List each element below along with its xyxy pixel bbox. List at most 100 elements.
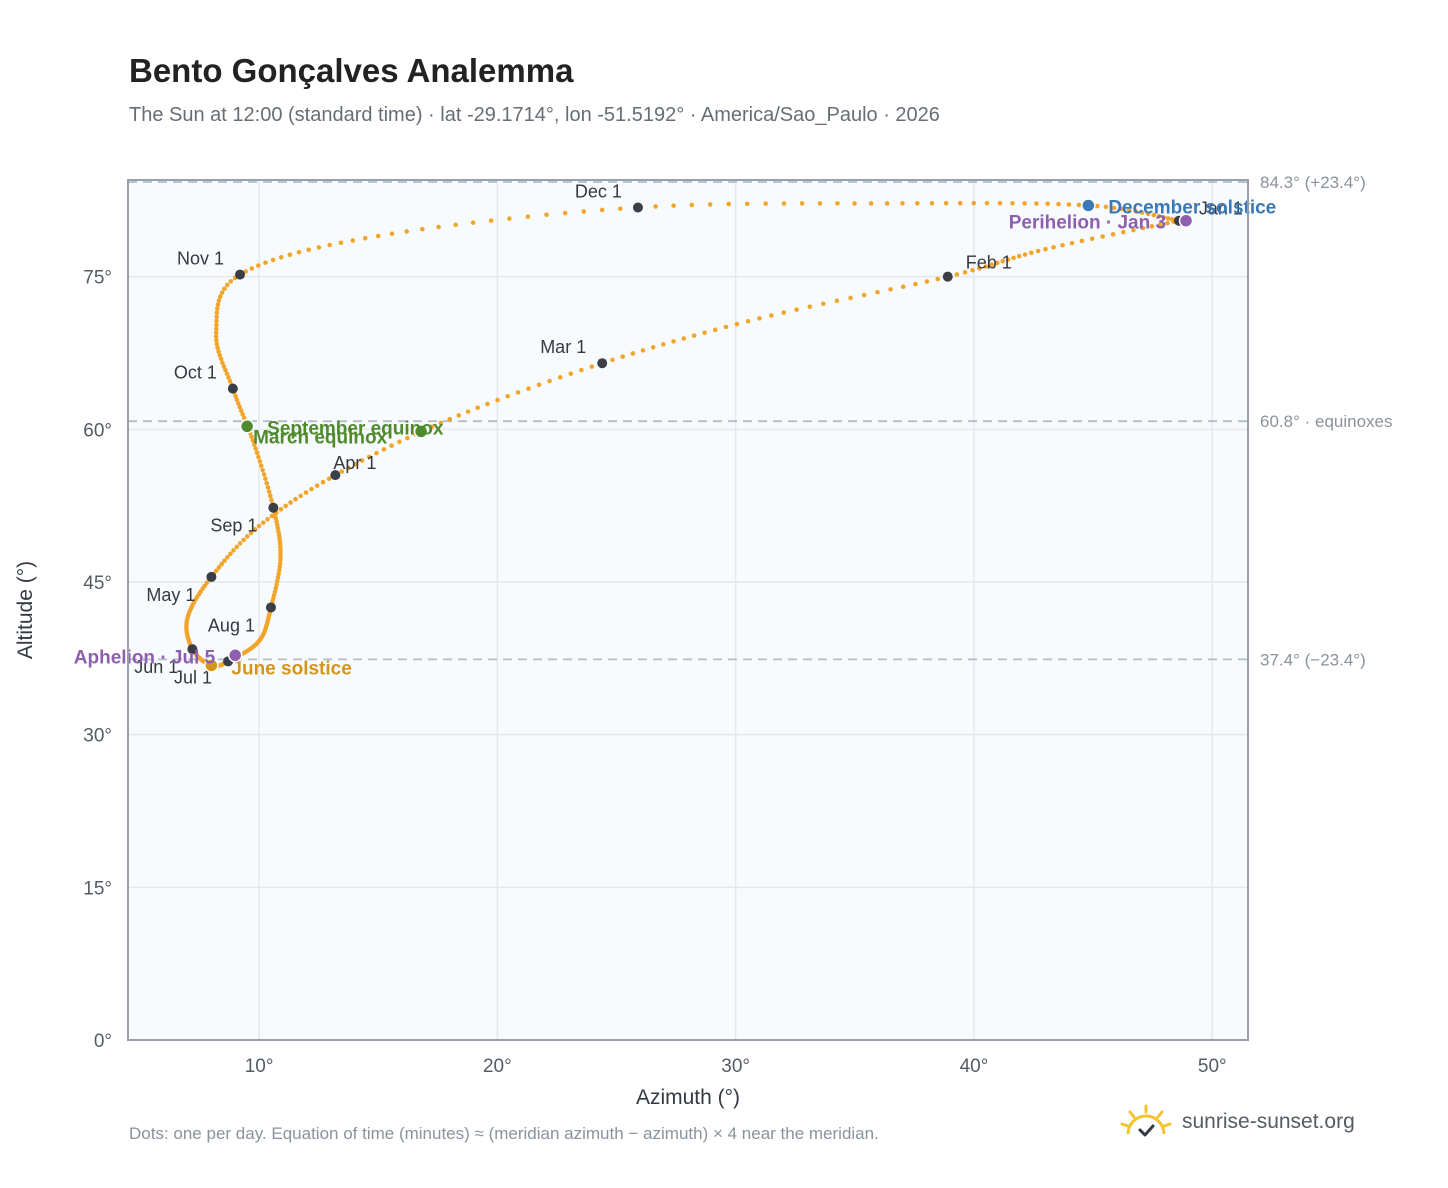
daily-dot: [234, 397, 240, 403]
daily-dot: [257, 459, 263, 464]
daily-dot: [1157, 222, 1163, 227]
daily-dot: [436, 224, 441, 230]
daily-dot: [221, 364, 227, 369]
daily-dot: [1035, 248, 1041, 254]
daily-dot: [216, 565, 222, 570]
month-label: Aug 1: [208, 615, 255, 635]
reference-lines: 84.3° (+23.4°) 60.8° · equinoxes 37.4° (−2…: [128, 173, 1393, 669]
daily-dot: [781, 310, 787, 315]
daily-dot: [526, 386, 531, 391]
daily-dot: [900, 201, 905, 206]
daily-dot: [214, 341, 220, 347]
daily-dot: [1005, 257, 1011, 262]
daily-dot: [568, 371, 574, 376]
daily-dot: [794, 307, 799, 312]
daily-dot: [769, 313, 774, 318]
daily-dot: [265, 485, 271, 490]
daily-dot: [640, 348, 646, 353]
daily-dot: [620, 354, 626, 359]
daily-dot: [219, 290, 225, 295]
sun-logo-icon: [1120, 1104, 1172, 1137]
daily-dot: [1051, 244, 1056, 250]
daily-dot: [653, 204, 658, 209]
daily-dot: [1133, 209, 1139, 214]
daily-dot: [507, 216, 512, 221]
daily-dot: [359, 458, 365, 463]
daily-dot: [515, 390, 521, 395]
daily-dot: [275, 578, 280, 584]
y-tick-label: 60°: [83, 420, 112, 441]
daily-dot: [807, 304, 813, 309]
daily-dot: [589, 364, 595, 369]
daily-dot: [1145, 211, 1151, 217]
daily-dot: [223, 367, 228, 373]
daily-dot: [1029, 250, 1034, 256]
daily-dot: [249, 266, 255, 271]
daily-dot: [984, 200, 990, 206]
daily-dot: [293, 496, 298, 502]
daily-dot: [962, 270, 968, 275]
daily-dot: [219, 561, 224, 567]
month-marker: [597, 358, 608, 369]
reference-line-label: 60.8° · equinoxes: [1260, 412, 1393, 431]
daily-dot: [1100, 234, 1105, 239]
daily-dot: [316, 245, 322, 250]
daily-dot: [1079, 238, 1085, 244]
daily-dot: [913, 281, 918, 287]
daily-dot: [1139, 210, 1145, 215]
daily-dot: [283, 503, 288, 509]
daily-dot: [216, 349, 221, 354]
daily-dot: [726, 201, 731, 207]
daily-dot: [989, 262, 994, 268]
daily-dot: [276, 571, 281, 577]
daily-dot: [214, 326, 219, 332]
daily-dot: [273, 516, 279, 521]
daily-dot: [924, 279, 930, 284]
month-label: Sep 1: [210, 516, 257, 536]
daily-dot: [218, 356, 224, 362]
daily-dot: [405, 435, 410, 441]
chart-subtitle: The Sun at 12:00 (standard time) · lat -…: [129, 104, 940, 126]
daily-dot: [977, 266, 982, 271]
daily-dot: [238, 408, 244, 413]
daily-dot: [226, 375, 231, 380]
daily-dot: [485, 401, 490, 407]
daily-dot: [997, 200, 1003, 206]
daily-dot: [536, 382, 542, 388]
daily-dot: [1010, 200, 1015, 206]
daily-dot: [707, 202, 713, 207]
month-marker: [187, 644, 198, 655]
daily-dot: [456, 413, 462, 418]
daily-dot: [525, 214, 531, 219]
daily-dot: [1043, 246, 1048, 252]
daily-dot: [630, 351, 636, 356]
month-label: Jun 1: [134, 657, 178, 677]
daily-dot: [381, 447, 387, 452]
daily-dot: [617, 206, 623, 211]
daily-dot: [252, 527, 258, 532]
chart-title: Bento Gonçalves Analemma: [129, 52, 574, 89]
daily-dot: [253, 446, 258, 451]
daily-dot: [338, 240, 344, 246]
daily-dot: [1165, 216, 1171, 221]
month-marker: [632, 202, 643, 213]
daily-dot: [214, 337, 219, 343]
daily-dot: [447, 416, 453, 422]
x-tick-label: 20°: [483, 1056, 512, 1077]
daily-dot: [650, 345, 656, 350]
brand[interactable]: sunrise-sunset.org: [1120, 1102, 1355, 1142]
daily-dot: [256, 263, 261, 268]
event-marker: [227, 648, 243, 663]
x-tick-label: 30°: [721, 1056, 750, 1077]
daily-dot: [1016, 253, 1022, 259]
month-label: Apr 1: [333, 453, 376, 473]
daily-dot: [306, 247, 311, 253]
daily-dot: [270, 257, 276, 263]
daily-dot: [256, 523, 262, 529]
daily-dot: [213, 330, 219, 335]
month-label: Dec 1: [575, 181, 622, 201]
daily-dot: [1131, 227, 1136, 233]
daily-dot: [1022, 252, 1028, 257]
